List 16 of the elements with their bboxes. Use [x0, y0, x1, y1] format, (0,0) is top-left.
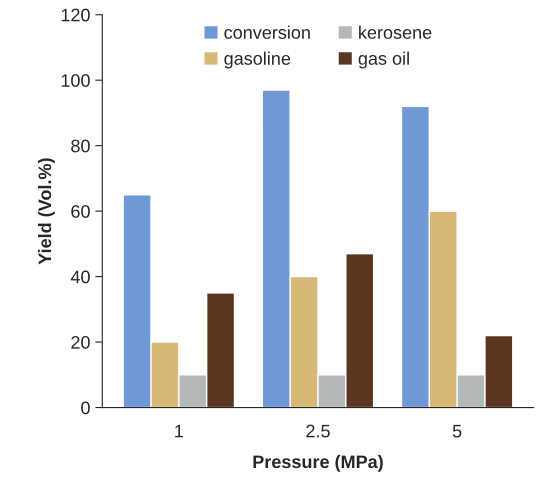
x-axis-title: Pressure (MPa) — [253, 454, 383, 472]
y-tick-label: 60 — [71, 205, 90, 218]
x-tick-label: 5 — [452, 424, 462, 438]
y-tick-label: 0 — [81, 401, 90, 414]
x-tick-label: 1 — [175, 424, 183, 438]
legend-label: gas oil — [358, 52, 409, 68]
y-tick-label: 40 — [70, 270, 90, 284]
y-tick-label: 80 — [71, 140, 90, 152]
legend-label: kerosene — [359, 26, 432, 39]
y-tick-label: 100 — [62, 74, 90, 87]
legend-label: gasoline — [224, 52, 290, 68]
y-tick-label: 20 — [71, 336, 90, 349]
legend-label: conversion — [224, 26, 310, 39]
y-tick-label: 120 — [62, 8, 90, 22]
x-tick-label: 2.5 — [306, 424, 330, 438]
y-axis-title: Yield (Vol.%) — [38, 158, 55, 264]
